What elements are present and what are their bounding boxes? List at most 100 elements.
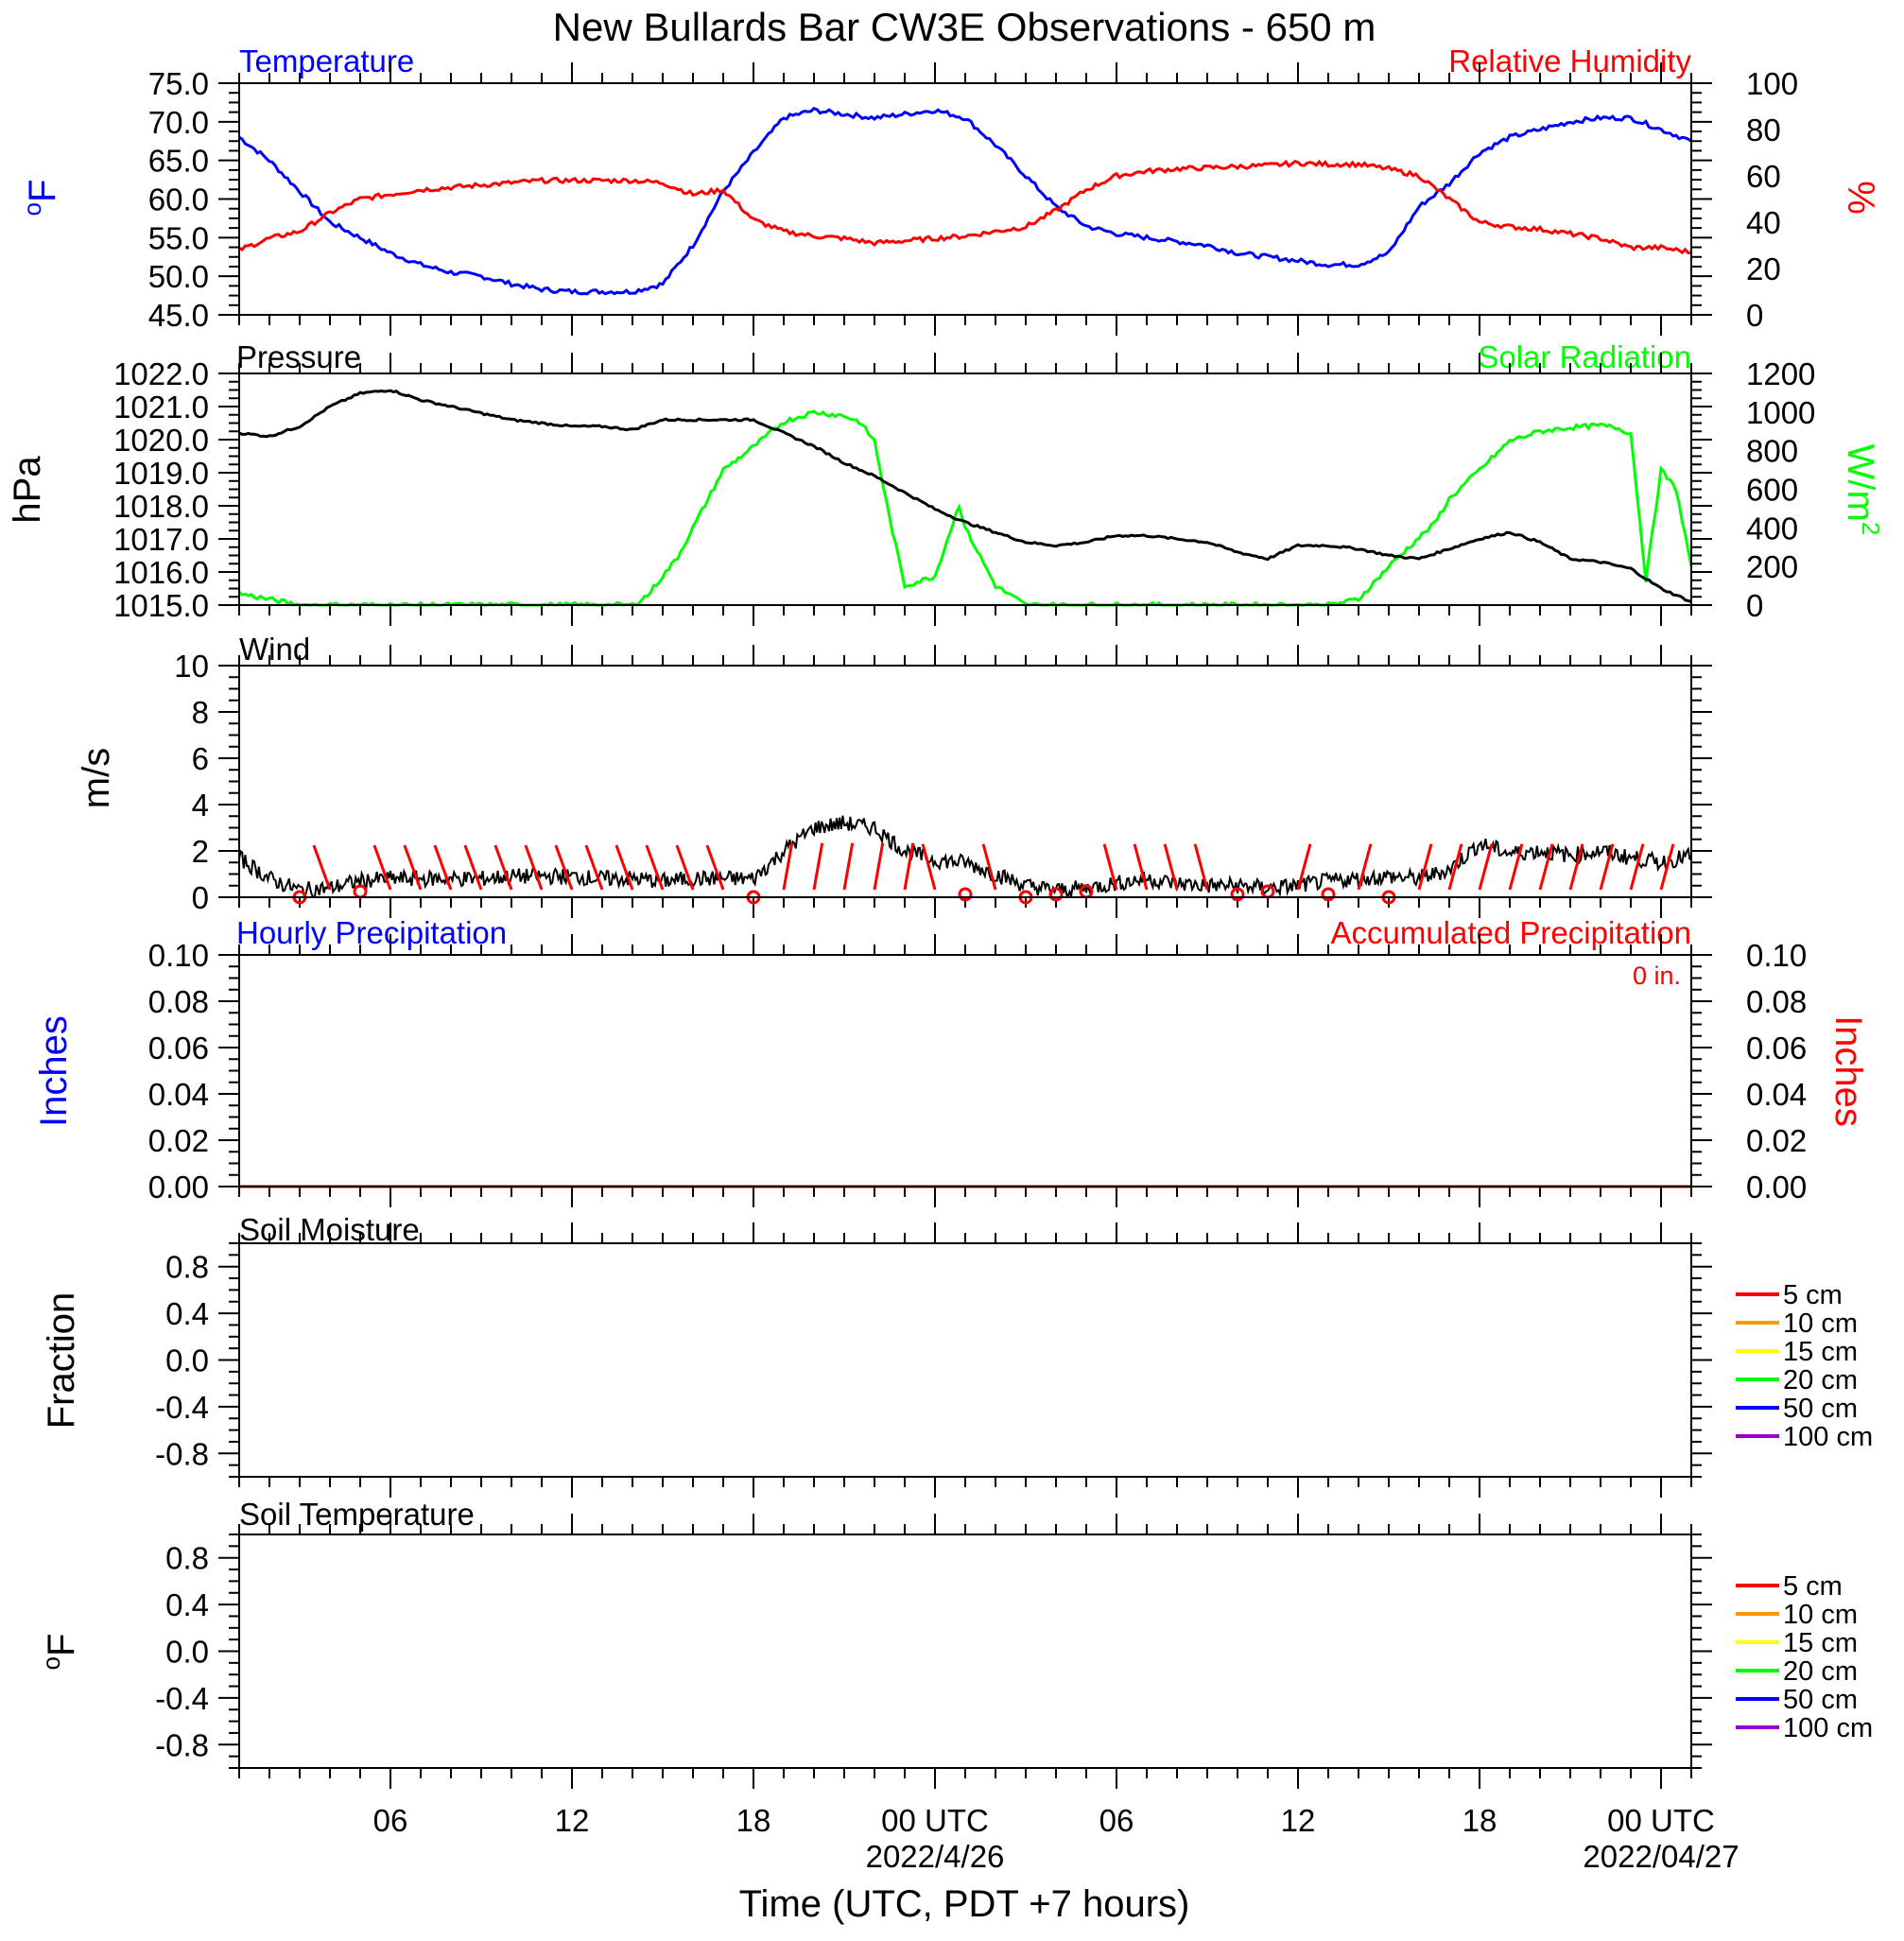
wind-barb — [903, 842, 915, 891]
panel5-ticks — [218, 1222, 1712, 1498]
solar-title: Solar Radiation — [1478, 339, 1691, 374]
wind-barb — [1417, 843, 1433, 891]
tick-label: 0.4 — [165, 1587, 209, 1622]
tick-label: 1020.0 — [113, 423, 209, 458]
tick-label: 0.04 — [1746, 1077, 1807, 1112]
tick-label: 1200 — [1746, 356, 1815, 391]
solar-radiation-line — [238, 409, 1693, 607]
wind-barb — [921, 843, 937, 891]
wind-barb — [873, 842, 885, 891]
legend-label: 10 cm — [1783, 1600, 1858, 1630]
x-tick-label: 06 — [373, 1803, 408, 1838]
x-tick-label: 18 — [1463, 1803, 1497, 1838]
tick-label: 1022.0 — [113, 356, 209, 391]
panel1-ticks — [218, 62, 1712, 336]
temperature-tick-labels: 75.0 70.0 65.060.055.0 50.0 45.0 — [148, 66, 209, 333]
tick-label: 0 — [192, 880, 209, 915]
legend-label: 50 cm — [1783, 1394, 1858, 1424]
wind-barb — [312, 844, 332, 891]
humidity-title: Relative Humidity — [1448, 43, 1691, 78]
x-axis-label: Time (UTC, PDT +7 hours) — [739, 1883, 1190, 1925]
wind-barb — [782, 842, 794, 891]
tick-label: 80 — [1746, 113, 1781, 147]
tick-label: 20 — [1746, 251, 1781, 286]
panel3-frame — [238, 665, 1692, 898]
panel-wind: Wind m/s 10 8 6 4 2 0 — [76, 632, 1712, 918]
legend-label: 10 cm — [1783, 1308, 1858, 1339]
panel5-frame — [238, 1242, 1692, 1478]
x-tick-label: 12 — [555, 1803, 590, 1838]
wind-barb — [1629, 843, 1645, 891]
tick-label: 400 — [1746, 511, 1798, 546]
soil-moisture-tick-labels: 0.8 0.4 0.0 -0.4 -0.8 — [155, 1250, 209, 1472]
wind-barb — [1357, 843, 1373, 891]
x-tick-label: 00 UTC — [881, 1803, 989, 1838]
tick-label: 0.0 — [165, 1343, 209, 1378]
calm-wind-marker — [1230, 887, 1245, 902]
tick-label: 0.00 — [148, 1170, 209, 1204]
wind-barb — [463, 844, 483, 891]
wind-barb — [1163, 843, 1179, 891]
tick-label: 1019.0 — [113, 456, 209, 491]
chart-title: New Bullards Bar CW3E Observations - 650… — [553, 5, 1376, 49]
x-date-label: 2022/04/27 — [1583, 1839, 1739, 1874]
tick-label: -0.4 — [155, 1681, 209, 1716]
x-tick-label: 06 — [1099, 1803, 1134, 1838]
precip-right-tick-labels: 0.10 0.08 0.06 0.04 0.02 0.00 — [1746, 938, 1807, 1204]
accum-precip-unit: Inches — [1827, 1015, 1869, 1127]
tick-label: -0.8 — [155, 1727, 209, 1762]
calm-wind-marker — [958, 887, 973, 902]
tick-label: 0.08 — [148, 984, 209, 1019]
soil-temperature-tick-labels: 0.8 0.4 0.0 -0.4 -0.8 — [155, 1541, 209, 1763]
wind-barb — [614, 844, 634, 891]
tick-label: 0 — [1746, 298, 1763, 333]
panel3-ticks — [218, 645, 1712, 918]
tick-label: 800 — [1746, 434, 1798, 469]
calm-wind-marker — [1321, 887, 1336, 902]
wind-barb — [403, 844, 423, 891]
wind-barb — [372, 844, 392, 891]
wind-barb — [705, 844, 725, 891]
legend-label: 5 cm — [1783, 1280, 1843, 1310]
tick-label: 8 — [192, 695, 209, 730]
hourly-precip-unit: Inches — [33, 1015, 75, 1127]
tick-label: 40 — [1746, 205, 1781, 240]
tick-label: 0.8 — [165, 1250, 209, 1285]
tick-label: 45.0 — [148, 298, 209, 333]
accum-precip-title: Accumulated Precipitation — [1330, 915, 1691, 950]
wind-barb — [1599, 843, 1615, 891]
tick-label: 0.10 — [1746, 938, 1807, 973]
wind-barb — [1568, 843, 1584, 891]
soil-temperature-title: Soil Temperature — [239, 1497, 475, 1532]
wind-barb — [554, 844, 574, 891]
wind-speed-line — [238, 815, 1692, 901]
panel1-frame — [238, 82, 1692, 316]
solar-unit: W/m2 — [1840, 444, 1885, 536]
wind-barb — [1447, 843, 1463, 891]
tick-label: 100 — [1746, 66, 1798, 101]
legend-label: 5 cm — [1783, 1571, 1843, 1602]
panel-soil-temperature: Soil Temperature oF 0.8 0.4 0.0 -0.4 -0.8 5 … — [37, 1497, 1873, 1789]
panel-soil-moisture: Soil Moisture Fraction 0.80.40.0-0.4-0.8… — [41, 1212, 1873, 1498]
soil-temperature-unit: oF — [37, 1634, 82, 1671]
panel2-frame — [238, 373, 1692, 606]
tick-label: 2 — [192, 834, 209, 869]
legend-label: 50 cm — [1783, 1685, 1858, 1715]
wind-barb — [1102, 843, 1118, 891]
tick-label: 0 — [1746, 588, 1763, 623]
legend-label: 20 cm — [1783, 1365, 1858, 1395]
tick-label: 6 — [192, 741, 209, 776]
wind-barb — [812, 842, 824, 891]
tick-label: 0.4 — [165, 1296, 209, 1331]
wind-barb — [645, 844, 665, 891]
tick-label: 4 — [192, 788, 209, 823]
legend-label: 100 cm — [1783, 1422, 1873, 1452]
tick-label: 1021.0 — [113, 390, 209, 425]
wind-barb — [1538, 843, 1554, 891]
tick-label: 0.04 — [148, 1077, 209, 1112]
wind-barb — [433, 844, 453, 891]
temperature-line — [238, 106, 1692, 296]
